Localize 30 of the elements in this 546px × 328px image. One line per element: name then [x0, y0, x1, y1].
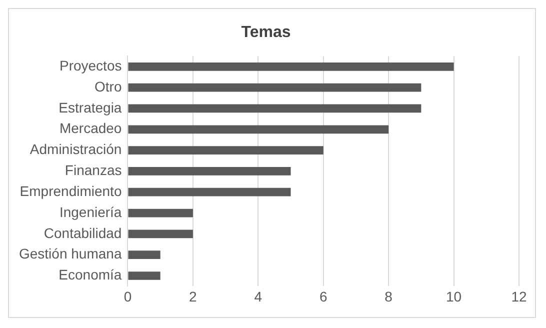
bar	[128, 125, 389, 134]
y-tick-label: Estrategia	[58, 99, 122, 116]
y-tick-label: Economía	[58, 266, 122, 283]
y-tick-label: Otro	[94, 78, 122, 94]
bar	[128, 62, 454, 71]
bar	[128, 146, 324, 154]
bar	[128, 104, 422, 113]
y-tick-label: Ingeniería	[59, 204, 122, 220]
x-tick-label: 10	[446, 288, 462, 304]
y-tick-label: Mercadeo	[59, 120, 122, 136]
x-tick-label: 12	[511, 288, 527, 304]
y-tick-label: Finanzas	[64, 162, 122, 178]
y-tick-label: Proyectos	[59, 58, 122, 74]
y-tick-label: Emprendimiento	[20, 182, 122, 199]
bar	[128, 250, 160, 260]
bar	[128, 83, 422, 92]
x-tick-label: 0	[124, 288, 132, 304]
y-tick-label: Contabilidad	[44, 224, 122, 241]
bar	[128, 272, 160, 280]
bar	[128, 167, 291, 176]
bar	[128, 208, 193, 218]
y-tick-label: Administración	[30, 141, 122, 158]
x-tick-label: 6	[319, 288, 328, 304]
x-tick-label: 4	[254, 288, 262, 304]
bar	[128, 188, 291, 196]
chart-title: Temas	[241, 24, 291, 42]
x-tick-label: 2	[189, 288, 198, 304]
bar	[128, 230, 193, 238]
x-tick-label: 8	[384, 288, 393, 304]
y-tick-label: Gestión humana	[18, 246, 122, 262]
